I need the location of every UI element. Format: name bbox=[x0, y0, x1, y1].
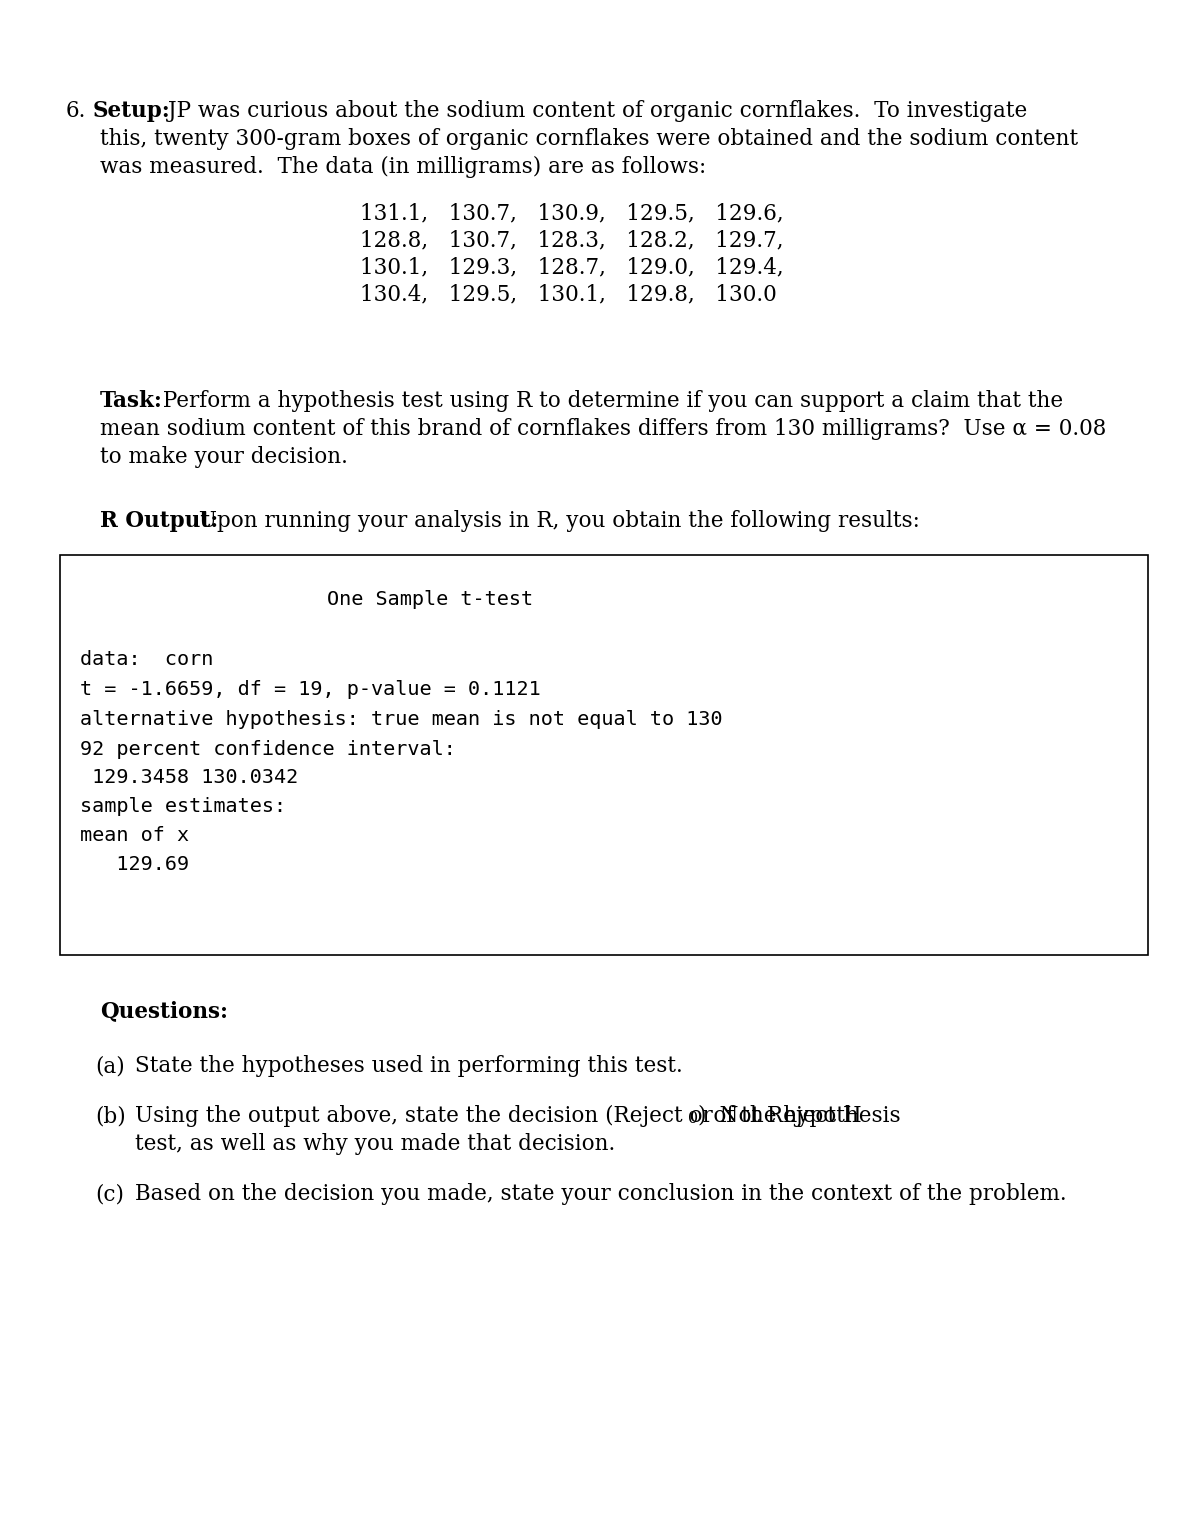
Text: (b): (b) bbox=[95, 1105, 126, 1126]
Text: 131.1,   130.7,   130.9,   129.5,   129.6,: 131.1, 130.7, 130.9, 129.5, 129.6, bbox=[360, 202, 784, 225]
Text: Questions:: Questions: bbox=[100, 1000, 228, 1022]
Text: sample estimates:: sample estimates: bbox=[80, 797, 286, 817]
Text: Based on the decision you made, state your conclusion in the context of the prob: Based on the decision you made, state yo… bbox=[134, 1183, 1067, 1205]
Text: t = -1.6659, df = 19, p-value = 0.1121: t = -1.6659, df = 19, p-value = 0.1121 bbox=[80, 680, 541, 698]
Text: Perform a hypothesis test using R to determine if you can support a claim that t: Perform a hypothesis test using R to det… bbox=[156, 390, 1063, 411]
Text: 129.3458 130.0342: 129.3458 130.0342 bbox=[80, 768, 299, 786]
Text: alternative hypothesis: true mean is not equal to 130: alternative hypothesis: true mean is not… bbox=[80, 710, 722, 729]
Text: was measured.  The data (in milligrams) are as follows:: was measured. The data (in milligrams) a… bbox=[100, 156, 707, 178]
Text: mean sodium content of this brand of cornflakes differs from 130 milligrams?  Us: mean sodium content of this brand of cor… bbox=[100, 417, 1106, 440]
Text: to make your decision.: to make your decision. bbox=[100, 446, 348, 468]
Text: 92 percent confidence interval:: 92 percent confidence interval: bbox=[80, 739, 456, 759]
Text: Using the output above, state the decision (Reject or Not Reject H: Using the output above, state the decisi… bbox=[134, 1105, 862, 1126]
Text: Task:: Task: bbox=[100, 390, 163, 411]
Text: this, twenty 300-gram boxes of organic cornflakes were obtained and the sodium c: this, twenty 300-gram boxes of organic c… bbox=[100, 128, 1078, 150]
Text: mean of x: mean of x bbox=[80, 826, 190, 846]
Text: JP was curious about the sodium content of organic cornflakes.  To investigate: JP was curious about the sodium content … bbox=[161, 100, 1027, 121]
Text: 128.8,   130.7,   128.3,   128.2,   129.7,: 128.8, 130.7, 128.3, 128.2, 129.7, bbox=[360, 229, 784, 250]
Text: 130.1,   129.3,   128.7,   129.0,   129.4,: 130.1, 129.3, 128.7, 129.0, 129.4, bbox=[360, 257, 784, 278]
Text: 6.: 6. bbox=[66, 100, 86, 121]
Text: R Output:: R Output: bbox=[100, 510, 218, 531]
Text: test, as well as why you made that decision.: test, as well as why you made that decis… bbox=[134, 1132, 616, 1155]
Text: Setup:: Setup: bbox=[94, 100, 170, 121]
Text: Upon running your analysis in R, you obtain the following results:: Upon running your analysis in R, you obt… bbox=[192, 510, 920, 531]
Text: data:  corn: data: corn bbox=[80, 650, 214, 669]
Text: 130.4,   129.5,   130.1,   129.8,   130.0: 130.4, 129.5, 130.1, 129.8, 130.0 bbox=[360, 282, 776, 305]
Text: (c): (c) bbox=[95, 1183, 124, 1205]
Text: State the hypotheses used in performing this test.: State the hypotheses used in performing … bbox=[134, 1055, 683, 1076]
Bar bbox=[60, 556, 1148, 955]
Text: One Sample t-test: One Sample t-test bbox=[326, 591, 533, 609]
Text: 129.69: 129.69 bbox=[80, 855, 190, 874]
Text: 0: 0 bbox=[688, 1110, 698, 1126]
Text: (a): (a) bbox=[95, 1055, 125, 1076]
Text: ) of the hypothesis: ) of the hypothesis bbox=[698, 1105, 901, 1126]
